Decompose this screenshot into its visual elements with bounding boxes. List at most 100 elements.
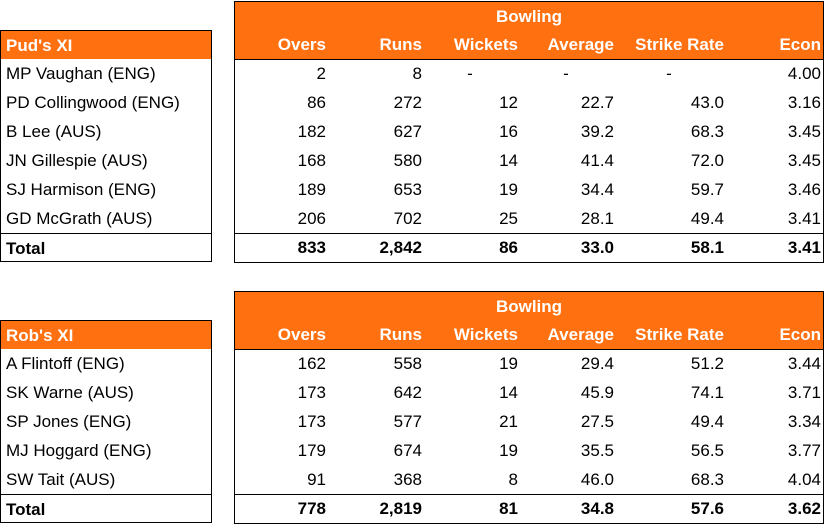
stat-cell: 577 [393,412,422,431]
total-label: Total [0,233,212,262]
stat-cell: 59.7 [690,180,724,199]
stat-cell: - [563,64,569,83]
total-cell: 833 [297,238,326,257]
stat-cell: 3.34 [787,412,821,431]
team-name: Rob's XI [0,320,212,349]
total-divider [234,494,824,495]
stat-cell: 3.45 [787,122,821,141]
stat-cell: 179 [297,441,326,460]
stat-cell: 3.45 [787,151,821,170]
column-header-row [234,30,824,59]
total-cell: 57.6 [690,499,724,518]
total-cell: 3.62 [787,499,821,518]
player-name: SJ Harmison (ENG) [0,175,212,204]
player-name: SP Jones (ENG) [0,407,212,436]
stat-cell: 19 [499,441,518,460]
group-header: Bowling [234,291,824,320]
total-cell: 34.8 [580,499,614,518]
column-header: Strike Rate [635,35,724,54]
group-header: Bowling [234,1,824,30]
stat-cell: 189 [297,180,326,199]
player-name: B Lee (AUS) [0,117,212,146]
stat-cell: 3.71 [787,383,821,402]
player-name: SW Tait (AUS) [0,465,212,494]
stat-cell: 14 [499,383,518,402]
column-header: Average [547,35,614,54]
stat-cell: 182 [297,122,326,141]
stat-cell: 653 [393,180,422,199]
total-cell: 778 [297,499,326,518]
stat-cell: 3.44 [787,354,821,373]
stat-cell: 46.0 [580,470,614,489]
stat-cell: 35.5 [580,441,614,460]
stat-cell: - [467,64,473,83]
column-header: Wickets [453,325,518,344]
stat-cell: 272 [393,93,422,112]
stat-cell: 173 [297,412,326,431]
stat-cell: 558 [393,354,422,373]
stat-cell: 168 [297,151,326,170]
stat-cell: 39.2 [580,122,614,141]
stat-cell: 86 [307,93,326,112]
column-header: Overs [277,325,326,344]
stat-cell: 51.2 [690,354,724,373]
column-header: Runs [379,325,423,344]
column-header: Econ [779,325,821,344]
player-name: SK Warne (AUS) [0,378,212,407]
stat-cell: 3.41 [787,209,821,228]
stat-cell: 3.16 [787,93,821,112]
total-cell: 3.41 [787,238,821,257]
stat-cell: 49.4 [690,209,724,228]
stat-cell: 68.3 [690,122,724,141]
column-header: Wickets [453,35,518,54]
column-header: Strike Rate [635,325,724,344]
stat-cell: 22.7 [580,93,614,112]
stat-cell: 16 [499,122,518,141]
player-name: GD McGrath (AUS) [0,204,212,233]
total-cell: 2,842 [379,238,422,257]
stat-cell: 91 [307,470,326,489]
stat-cell: 4.00 [787,64,821,83]
stat-cell: 642 [393,383,422,402]
column-header: Runs [379,35,423,54]
stat-cell: 56.5 [690,441,724,460]
stat-cell: 25 [499,209,518,228]
stat-cell: 702 [393,209,422,228]
total-divider [234,233,824,234]
stat-cell: 34.4 [580,180,614,199]
stat-cell: 29.4 [580,354,614,373]
stat-cell: 627 [393,122,422,141]
column-header-row [234,320,824,349]
stat-cell: 72.0 [690,151,724,170]
stat-cell: 8 [508,470,518,489]
stat-cell: 173 [297,383,326,402]
stat-cell: 3.46 [787,180,821,199]
stat-cell: 3.77 [787,441,821,460]
player-name: A Flintoff (ENG) [0,349,212,378]
stat-cell: 580 [393,151,422,170]
player-name: MJ Hoggard (ENG) [0,436,212,465]
team-name: Pud's XI [0,30,212,59]
column-header: Overs [277,35,326,54]
stat-cell: 27.5 [580,412,614,431]
total-cell: 2,819 [379,499,422,518]
player-name: JN Gillespie (AUS) [0,146,212,175]
stat-cell: 43.0 [690,93,724,112]
team-table-2: Bowling Rob's XI Overs Runs Wickets Average St… [0,291,825,525]
total-cell: 86 [499,238,518,257]
player-name: MP Vaughan (ENG) [0,59,212,88]
stat-cell: - [666,64,672,83]
stat-cell: 19 [499,354,518,373]
column-header: Average [547,325,614,344]
total-cell: 58.1 [690,238,724,257]
stat-cell: 19 [499,180,518,199]
stat-cell: 162 [297,354,326,373]
total-cell: 33.0 [580,238,614,257]
stat-cell: 74.1 [690,383,724,402]
stat-cell: 12 [499,93,518,112]
stat-cell: 49.4 [690,412,724,431]
stat-cell: 28.1 [580,209,614,228]
total-cell: 81 [499,499,518,518]
stat-cell: 14 [499,151,518,170]
stat-cell: 4.04 [787,470,821,489]
